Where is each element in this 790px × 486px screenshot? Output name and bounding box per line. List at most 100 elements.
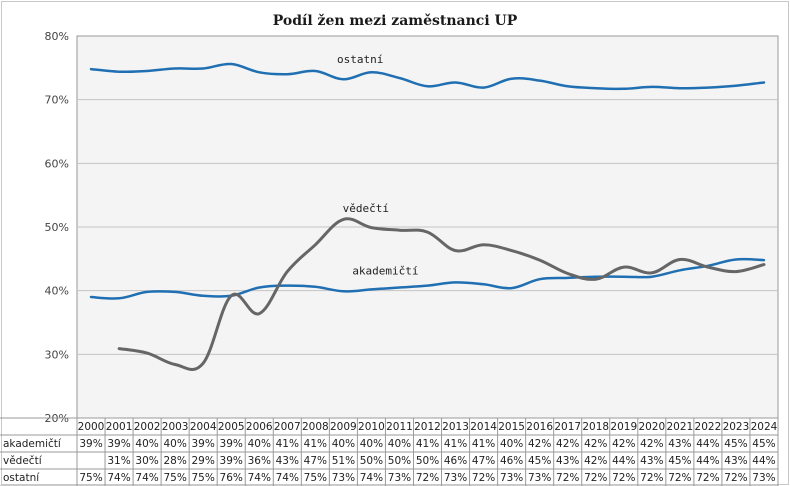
table-cell: 43% <box>640 455 663 467</box>
series-line-akademičtí <box>89 257 766 300</box>
table-row-label: ostatní <box>3 472 40 484</box>
table-cell: 43% <box>276 455 299 467</box>
table-cell: 45% <box>724 438 747 450</box>
series-line-vědečtí <box>117 217 766 372</box>
table-cell: 73% <box>528 472 551 484</box>
table-cell: 72% <box>668 472 691 484</box>
table-cell: 29% <box>192 455 215 467</box>
gridlines <box>77 99 778 355</box>
table-cell: 42% <box>584 455 607 467</box>
table-cell: 44% <box>612 455 635 467</box>
x-tick-label: 2017 <box>554 421 581 433</box>
table-cell: 72% <box>556 472 579 484</box>
x-tick-label: 2008 <box>302 421 329 433</box>
table-cell: 51% <box>332 455 355 467</box>
table-cell: 46% <box>500 455 523 467</box>
y-tick-label: 30% <box>45 348 69 361</box>
x-tick-label: 2018 <box>582 421 609 433</box>
x-tick-label: 2007 <box>274 421 301 433</box>
table-cell: 47% <box>472 455 495 467</box>
x-tick-label: 2023 <box>723 421 750 433</box>
table-cell: 43% <box>556 455 579 467</box>
y-tick-label: 80% <box>45 30 69 43</box>
x-tick-label: 2015 <box>498 421 525 433</box>
table-cell: 43% <box>668 438 691 450</box>
y-tick-label: 60% <box>45 157 69 170</box>
table-cell: 72% <box>640 472 663 484</box>
table-cell: 39% <box>79 438 102 450</box>
x-tick-label: 2005 <box>218 421 245 433</box>
table-cell: 74% <box>107 472 130 484</box>
table-row-label: vědečtí <box>3 455 43 467</box>
table-cell: 42% <box>640 438 663 450</box>
table-cell: 36% <box>248 455 271 467</box>
series-lines <box>89 62 766 372</box>
table-cell: 42% <box>528 438 551 450</box>
table-cell: 40% <box>248 438 271 450</box>
series-label-ostatní: ostatní <box>337 53 383 66</box>
table-cell: 75% <box>163 472 186 484</box>
table-cell: 40% <box>360 438 383 450</box>
table-cell: 39% <box>107 438 130 450</box>
table-cell: 28% <box>163 455 186 467</box>
x-tick-label: 2014 <box>470 421 497 433</box>
table-cell: 72% <box>584 472 607 484</box>
table-cell: 41% <box>416 438 439 450</box>
table-cell: 73% <box>500 472 523 484</box>
table-cell: 47% <box>304 455 327 467</box>
x-tick-label: 2009 <box>330 421 357 433</box>
table-row-label: akademičtí <box>3 438 62 450</box>
table-cell: 41% <box>276 438 299 450</box>
table-cell: 42% <box>556 438 579 450</box>
chart-title: Podíl žen mezi zaměstnanci UP <box>273 13 518 29</box>
series-line-ostatní <box>89 62 766 91</box>
table-cell: 74% <box>248 472 271 484</box>
x-tick-label: 2010 <box>358 421 385 433</box>
table-cell: 39% <box>220 455 243 467</box>
table-cell: 75% <box>304 472 327 484</box>
table-cell: 45% <box>528 455 551 467</box>
table-cell: 72% <box>416 472 439 484</box>
table-cell: 72% <box>612 472 635 484</box>
x-tick-label: 2002 <box>134 421 161 433</box>
table-cell: 72% <box>724 472 747 484</box>
x-tick-label: 2011 <box>386 421 413 433</box>
x-tick-label: 2013 <box>442 421 469 433</box>
x-tick-label: 2001 <box>106 421 133 433</box>
table-cell: 74% <box>360 472 383 484</box>
table-cell: 43% <box>724 455 747 467</box>
table-cell: 45% <box>668 455 691 467</box>
table-cell: 44% <box>696 455 719 467</box>
y-tick-label: 40% <box>45 285 69 298</box>
x-tick-label: 2022 <box>695 421 722 433</box>
table-cell: 44% <box>696 438 719 450</box>
table-cell: 39% <box>192 438 215 450</box>
table-cell: 73% <box>752 472 775 484</box>
x-tick-label: 2000 <box>78 421 105 433</box>
table-cell: 74% <box>276 472 299 484</box>
table-cell: 73% <box>332 472 355 484</box>
series-labels: akademičtí vědečtí ostatní <box>337 53 419 277</box>
table-cell: 40% <box>332 438 355 450</box>
table-cell: 75% <box>79 472 102 484</box>
table-cell: 40% <box>388 438 411 450</box>
table-cell: 41% <box>472 438 495 450</box>
table-cell: 72% <box>472 472 495 484</box>
table-cell: 73% <box>388 472 411 484</box>
table-cell: 40% <box>163 438 186 450</box>
table-cell: 50% <box>388 455 411 467</box>
x-tick-label: 2003 <box>162 421 189 433</box>
y-tick-label: 70% <box>45 94 69 107</box>
table-cell: 76% <box>220 472 243 484</box>
y-tick-label: 50% <box>45 221 69 234</box>
table-cell: 39% <box>220 438 243 450</box>
table-cell: 31% <box>107 455 130 467</box>
x-tick-label: 2020 <box>638 421 665 433</box>
x-tick-label: 2012 <box>414 421 441 433</box>
table-cell: 73% <box>444 472 467 484</box>
table-cell: 40% <box>500 438 523 450</box>
series-label-vědečtí: vědečtí <box>343 202 389 215</box>
series-label-akademičtí: akademičtí <box>352 264 418 277</box>
